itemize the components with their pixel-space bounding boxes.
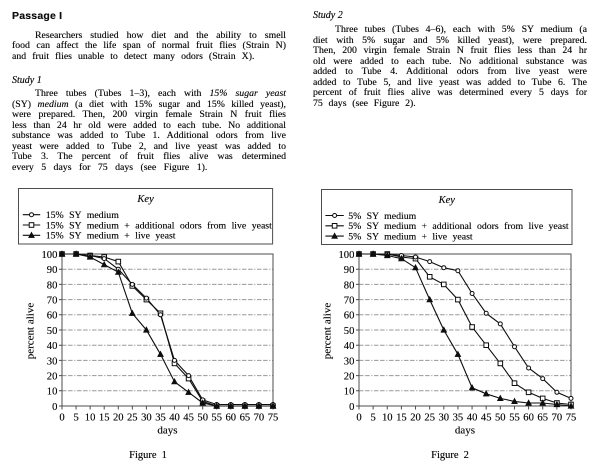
svg-text:5% SY medium + live yeast: 5% SY medium + live yeast (348, 231, 473, 242)
svg-text:70: 70 (47, 296, 58, 307)
svg-text:40: 40 (467, 413, 478, 424)
svg-text:0: 0 (356, 413, 361, 424)
svg-text:90: 90 (47, 265, 58, 276)
svg-text:15% SY medium + live yeast: 15% SY medium + live yeast (46, 231, 176, 242)
svg-text:20: 20 (113, 413, 124, 424)
svg-text:15: 15 (99, 413, 110, 424)
svg-text:35: 35 (453, 413, 464, 424)
svg-text:35: 35 (155, 413, 166, 424)
svg-text:0: 0 (59, 413, 64, 424)
svg-text:Key: Key (438, 195, 456, 206)
svg-text:70: 70 (344, 296, 355, 307)
svg-text:5% SY medium + additional odor: 5% SY medium + additional odors from liv… (348, 221, 569, 232)
svg-text:70: 70 (254, 413, 265, 424)
svg-text:Figure 2: Figure 2 (431, 450, 469, 461)
svg-text:70: 70 (552, 413, 563, 424)
svg-text:Key: Key (136, 194, 154, 205)
svg-text:5: 5 (73, 413, 78, 424)
svg-text:15% SY medium: 15% SY medium (46, 210, 120, 221)
svg-text:25: 25 (424, 413, 435, 424)
svg-text:65: 65 (240, 413, 251, 424)
svg-text:80: 80 (47, 280, 58, 291)
svg-text:Figure 1: Figure 1 (129, 450, 167, 461)
svg-text:10: 10 (47, 387, 58, 398)
svg-text:5% SY medium: 5% SY medium (348, 211, 416, 222)
svg-text:60: 60 (226, 413, 237, 424)
svg-text:days: days (455, 425, 475, 437)
svg-text:30: 30 (47, 356, 58, 367)
svg-text:0: 0 (52, 402, 57, 413)
svg-text:50: 50 (344, 326, 355, 337)
svg-text:45: 45 (183, 413, 194, 424)
svg-text:40: 40 (47, 341, 58, 352)
svg-text:55: 55 (509, 413, 520, 424)
svg-text:15% SY medium + additional odo: 15% SY medium + additional odors from li… (46, 220, 272, 231)
svg-text:100: 100 (339, 250, 355, 261)
svg-text:10: 10 (344, 387, 355, 398)
svg-text:45: 45 (481, 413, 492, 424)
svg-text:0: 0 (349, 402, 354, 413)
svg-text:65: 65 (537, 413, 548, 424)
svg-text:5: 5 (370, 413, 375, 424)
svg-text:100: 100 (42, 250, 58, 261)
svg-text:50: 50 (197, 413, 208, 424)
svg-text:60: 60 (523, 413, 534, 424)
svg-text:90: 90 (344, 265, 355, 276)
svg-text:days: days (157, 425, 177, 437)
svg-text:75: 75 (566, 413, 577, 424)
svg-text:percent alive: percent alive (322, 303, 334, 360)
svg-text:50: 50 (47, 326, 58, 337)
svg-text:60: 60 (47, 311, 58, 322)
svg-text:20: 20 (410, 413, 421, 424)
svg-text:25: 25 (127, 413, 138, 424)
svg-text:50: 50 (495, 413, 506, 424)
svg-text:30: 30 (344, 356, 355, 367)
svg-text:20: 20 (47, 372, 58, 383)
svg-text:80: 80 (344, 280, 355, 291)
svg-text:30: 30 (439, 413, 450, 424)
svg-text:40: 40 (344, 341, 355, 352)
svg-text:75: 75 (268, 413, 279, 424)
svg-text:30: 30 (141, 413, 152, 424)
svg-text:60: 60 (344, 311, 355, 322)
svg-text:percent alive: percent alive (25, 303, 37, 360)
svg-text:40: 40 (169, 413, 180, 424)
svg-text:10: 10 (382, 413, 393, 424)
svg-text:20: 20 (344, 372, 355, 383)
svg-text:15: 15 (396, 413, 407, 424)
svg-text:10: 10 (85, 413, 96, 424)
svg-text:55: 55 (211, 413, 222, 424)
